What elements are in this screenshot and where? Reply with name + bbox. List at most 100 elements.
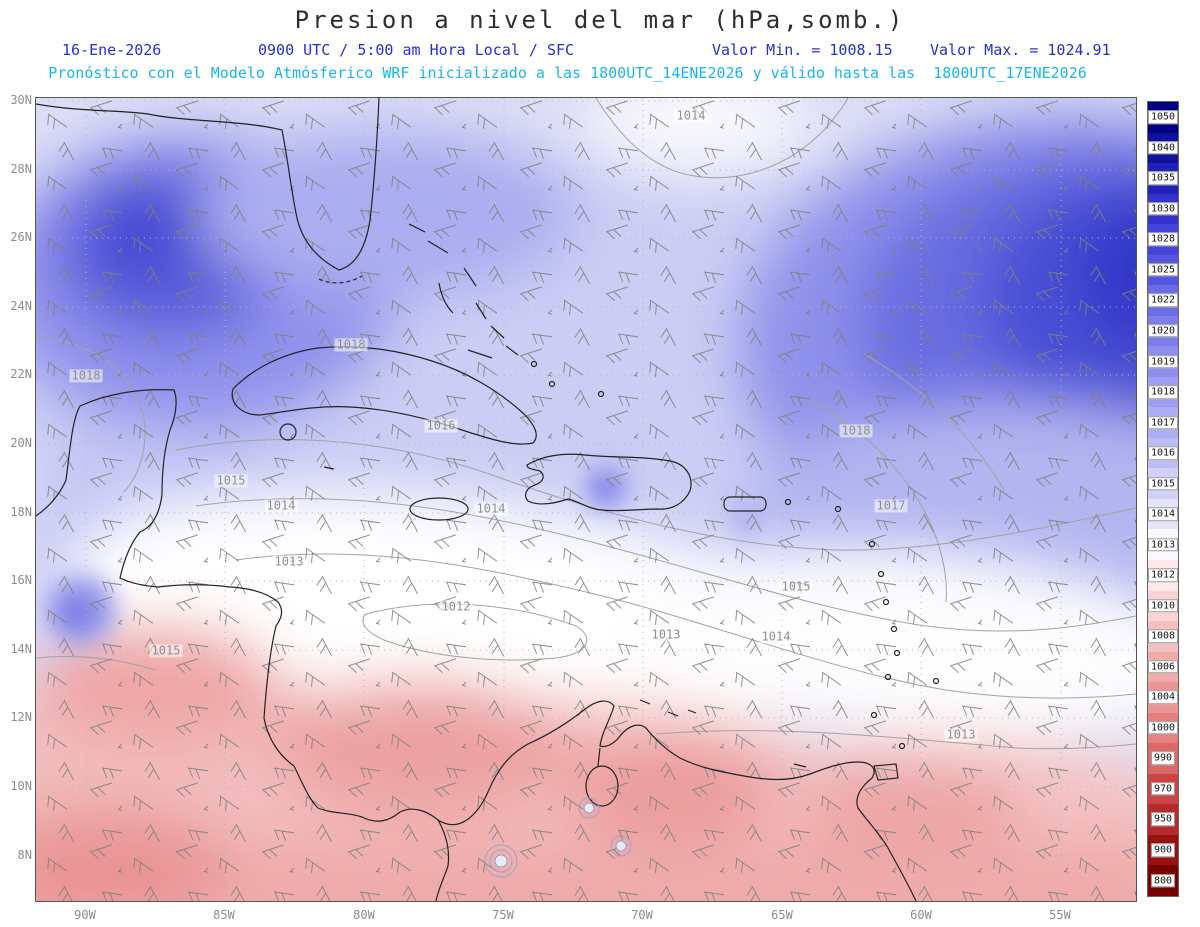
colorbar-cell-label: 990 [1150, 751, 1176, 766]
colorbar-cell-label: 1030 [1147, 202, 1179, 216]
contour-label: 1018 [839, 423, 873, 438]
contour-label: 1015 [779, 579, 813, 594]
colorbar-cell: 950 [1148, 804, 1178, 835]
colorbar-cell-label: 1013 [1147, 537, 1179, 552]
page-title: Presion a nivel del mar (hPa,somb.) [294, 6, 906, 34]
colorbar-cell-label: 1000 [1147, 721, 1179, 735]
lat-tick-label: 10N [10, 779, 32, 793]
colorbar-cell-label: 1020 [1147, 324, 1179, 338]
colorbar-cell-label: 1040 [1147, 141, 1179, 155]
colorbar-cell: 1020 [1147, 315, 1179, 347]
valid-time: 0900 UTC / 5:00 am Hora Local / SFC [258, 41, 575, 59]
colorbar-cell-label: 1008 [1147, 629, 1179, 644]
valid-date: 16-Ene-2026 [62, 41, 162, 59]
colorbar-cell-label: 950 [1150, 812, 1176, 827]
colorbar-cell: 1017 [1147, 407, 1179, 438]
lat-tick-label: 20N [10, 436, 32, 450]
contour-label: 1012 [439, 599, 473, 614]
colorbar-cell-label: 800 [1150, 873, 1176, 888]
lat-tick-label: 30N [10, 93, 32, 107]
colorbar-cell: 1035 [1147, 163, 1179, 194]
lon-tick-label: 80W [353, 908, 375, 922]
lon-tick-label: 60W [910, 908, 932, 922]
contour-label: 1018 [69, 368, 103, 383]
lat-tick-label: 18N [10, 505, 32, 519]
contour-label: 1014 [759, 629, 793, 644]
contour-label: 1013 [649, 627, 683, 642]
lon-tick-label: 90W [74, 908, 96, 922]
contour-label: 1015 [149, 643, 183, 658]
colorbar-cell: 1015 [1147, 468, 1179, 499]
lat-tick-label: 28N [10, 162, 32, 176]
forecast-description: Pronóstico con el Modelo Atmósferico WRF… [48, 64, 1087, 82]
contour-label: 1014 [264, 498, 298, 513]
colorbar-cell: 1019 [1147, 346, 1179, 377]
colorbar-cell: 970 [1148, 773, 1178, 805]
value-min-label: Valor Min. = 1008.15 [712, 41, 893, 59]
terrain-rings [484, 797, 632, 878]
colorbar-cell-label: 1012 [1147, 568, 1179, 582]
coastlines [36, 98, 940, 901]
lat-tick-label: 24N [10, 299, 32, 313]
contour-label: 1017 [874, 498, 908, 513]
colorbar-cell-label: 1019 [1147, 354, 1179, 369]
colorbar-cell: 1016 [1147, 437, 1179, 469]
colorbar-cell: 1004 [1147, 682, 1179, 713]
colorbar-cell: 990 [1148, 743, 1178, 774]
pressure-map: 1014 1018 1018 1016 1015 1014 1014 1013 1012 1013… [35, 97, 1137, 902]
lon-tick-label: 85W [213, 908, 235, 922]
lon-tick-label: 75W [492, 908, 514, 922]
colorbar-cell: 1028 [1147, 224, 1179, 255]
colorbar-cell-label: 1028 [1147, 232, 1179, 247]
colorbar-cell: 1014 [1147, 498, 1179, 530]
lat-tick-label: 22N [10, 367, 32, 381]
lat-tick-label: 16N [10, 573, 32, 587]
map-svg [36, 98, 1136, 901]
colorbar-cell: 1012 [1147, 559, 1179, 591]
lat-tick-label: 8N [17, 848, 32, 862]
contour-label: 1015 [214, 473, 248, 488]
colorbar-cell: 1030 [1147, 193, 1179, 225]
contour-label: 1013 [944, 727, 978, 742]
colorbar-cell-label: 1014 [1147, 507, 1179, 521]
colorbar-cell-label: 1006 [1147, 660, 1179, 674]
colorbar-cell-label: 1016 [1147, 446, 1179, 460]
colorbar-cell: 1008 [1147, 621, 1179, 652]
contour-label: 1018 [334, 337, 368, 352]
colorbar-cell: 1050 [1147, 102, 1179, 133]
colorbar-cell-label: 900 [1150, 843, 1176, 857]
contour-label: 1014 [474, 501, 508, 516]
colorbar-cell: 900 [1148, 834, 1178, 866]
colorbar-cell: 800 [1148, 865, 1178, 896]
contour-label: 1014 [674, 108, 708, 123]
colorbar-cell: 1013 [1147, 529, 1179, 560]
lat-tick-label: 14N [10, 642, 32, 656]
lat-tick-label: 26N [10, 230, 32, 244]
colorbar-cell: 1006 [1147, 651, 1179, 683]
value-max-label: Valor Max. = 1024.91 [930, 41, 1111, 59]
colorbar-cell-label: 1017 [1147, 415, 1179, 430]
colorbar-cell: 1018 [1147, 376, 1179, 408]
colorbar-cell: 1040 [1147, 132, 1179, 164]
colorbar: 1050 1040 1035 1030 1028 1025 1022 1020 … [1147, 101, 1179, 897]
colorbar-cell-label: 1004 [1147, 690, 1179, 705]
colorbar-cell-label: 1015 [1147, 476, 1179, 491]
colorbar-cell-label: 1050 [1147, 110, 1179, 125]
colorbar-cell-label: 1025 [1147, 263, 1179, 277]
contour-label: 1016 [424, 418, 458, 433]
colorbar-cell: 1025 [1147, 254, 1179, 286]
colorbar-cell: 1000 [1147, 712, 1179, 744]
lat-tick-label: 12N [10, 710, 32, 724]
wind-barbs-layer [36, 98, 1136, 901]
lon-tick-label: 65W [771, 908, 793, 922]
colorbar-cell-label: 1022 [1147, 293, 1179, 308]
colorbar-cell-label: 1035 [1147, 171, 1179, 186]
colorbar-cell-label: 1010 [1147, 599, 1179, 613]
colorbar-cell: 1022 [1147, 285, 1179, 316]
colorbar-cell-label: 1018 [1147, 385, 1179, 399]
lon-tick-label: 70W [631, 908, 653, 922]
colorbar-cell-label: 970 [1150, 782, 1176, 796]
contour-label: 1013 [272, 554, 306, 569]
colorbar-cell: 1010 [1147, 590, 1179, 622]
